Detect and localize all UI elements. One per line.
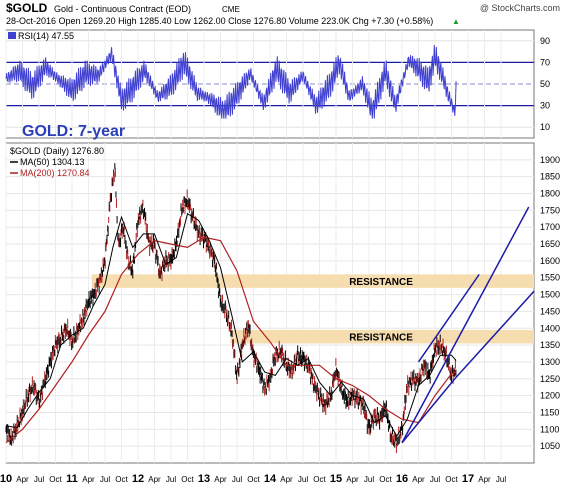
time-tick-label: 15 xyxy=(330,473,342,485)
time-tick-label: 14 xyxy=(264,473,277,485)
chart-stats: 28-Oct-2016 Open 1269.20 High 1285.40 Lo… xyxy=(6,16,433,26)
time-tick-label: Oct xyxy=(379,475,392,484)
price-tick-label: 1450 xyxy=(540,306,560,316)
rsi-line xyxy=(5,45,457,119)
rsi-legend: RSI(14) 47.55 xyxy=(18,31,74,41)
time-tick-label: Jul xyxy=(34,475,44,484)
channel-line xyxy=(417,273,480,363)
price-axis: 1050 1100 1150 1200 1250 1300 1350 1400 1450 1500… xyxy=(540,155,560,451)
time-tick-label: Jul xyxy=(496,475,506,484)
time-tick-label: Jul xyxy=(232,475,242,484)
time-tick-label: Apr xyxy=(148,475,161,484)
time-tick-label: Jul xyxy=(166,475,176,484)
price-tick-label: 1400 xyxy=(540,323,560,333)
ma50-legend: MA(50) 1304.13 xyxy=(20,157,85,167)
chart-overlay-title: GOLD: 7-year xyxy=(22,123,125,140)
time-tick-label: Apr xyxy=(280,475,293,484)
chart-exchange: CME xyxy=(222,5,240,14)
resistance-zone xyxy=(91,274,535,288)
channel-line xyxy=(454,290,535,380)
price-tick-label: 1200 xyxy=(540,391,560,401)
ma50-line xyxy=(5,212,457,438)
price-tick-label: 1300 xyxy=(540,357,560,367)
time-tick-label: 11 xyxy=(66,473,78,485)
price-tick-label: 1650 xyxy=(540,239,560,249)
price-tick-label: 1900 xyxy=(540,155,560,165)
time-tick-label: Oct xyxy=(313,475,326,484)
rsi-tick-label: 90 xyxy=(540,36,550,46)
time-tick-label: Oct xyxy=(115,475,128,484)
time-tick-label: Apr xyxy=(214,475,227,484)
time-tick-label: Apr xyxy=(478,475,491,484)
trend-channel xyxy=(401,206,535,444)
rsi-tick-label: 50 xyxy=(540,79,550,89)
price-tick-label: 1600 xyxy=(540,256,560,266)
rsi-tick-label: 10 xyxy=(540,122,550,132)
time-tick-label: 10 xyxy=(0,473,12,485)
rsi-tick-label: 30 xyxy=(540,101,550,111)
price-tick-label: 1550 xyxy=(540,273,560,283)
time-tick-label: Apr xyxy=(16,475,29,484)
rsi-axis: 90 70 50 30 10 xyxy=(540,36,550,132)
rsi-legend-swatch xyxy=(8,32,16,39)
channel-line xyxy=(401,206,530,444)
copyright-label[interactable]: @ StockCharts.com xyxy=(480,3,560,13)
price-tick-label: 1800 xyxy=(540,189,560,199)
time-tick-label: 16 xyxy=(396,473,408,485)
price-legend: $GOLD (Daily) 1276.80 xyxy=(10,146,104,156)
time-tick-label: Oct xyxy=(181,475,194,484)
time-tick-label: Apr xyxy=(346,475,359,484)
up-arrow-icon: ▲ xyxy=(452,17,460,26)
ma200-legend: MA(200) 1270.84 xyxy=(20,168,90,178)
time-tick-label: Oct xyxy=(49,475,62,484)
time-tick-label: 12 xyxy=(132,473,144,485)
price-tick-label: 1250 xyxy=(540,374,560,384)
price-tick-label: 1500 xyxy=(540,290,560,300)
chart-symbol: $GOLD xyxy=(6,1,48,15)
resistance-zones: RESISTANCE RESISTANCE xyxy=(91,274,535,344)
price-tick-label: 1700 xyxy=(540,222,560,232)
time-tick-label: Apr xyxy=(412,475,425,484)
time-tick-label: Jul xyxy=(298,475,308,484)
ma200-line xyxy=(5,236,457,444)
resistance-label: RESISTANCE xyxy=(349,277,413,288)
time-tick-label: Oct xyxy=(445,475,458,484)
time-tick-label: Oct xyxy=(247,475,260,484)
time-tick-label: 13 xyxy=(198,473,210,485)
time-axis: 10 Apr Jul Oct 11 Apr Jul Oct 12 Apr Jul Oct 13 Apr Ju… xyxy=(0,473,506,485)
price-tick-label: 1150 xyxy=(540,407,559,417)
price-tick-label: 1750 xyxy=(540,205,560,215)
price-bars xyxy=(5,163,457,453)
time-tick-label: Jul xyxy=(364,475,374,484)
chart-instrument-name: Gold - Continuous Contract (EOD) xyxy=(54,4,191,14)
price-tick-label: 1350 xyxy=(540,340,560,350)
channel-line xyxy=(401,378,456,444)
price-tick-label: 1100 xyxy=(540,424,559,434)
time-tick-label: 17 xyxy=(462,473,474,485)
time-tick-label: Jul xyxy=(100,475,110,484)
rsi-tick-label: 70 xyxy=(540,57,550,67)
time-tick-label: Jul xyxy=(430,475,440,484)
resistance-label: RESISTANCE xyxy=(349,333,413,344)
time-tick-label: Apr xyxy=(82,475,95,484)
price-tick-label: 1050 xyxy=(540,441,560,451)
resistance-zone xyxy=(230,329,534,344)
price-tick-label: 1850 xyxy=(540,172,560,182)
